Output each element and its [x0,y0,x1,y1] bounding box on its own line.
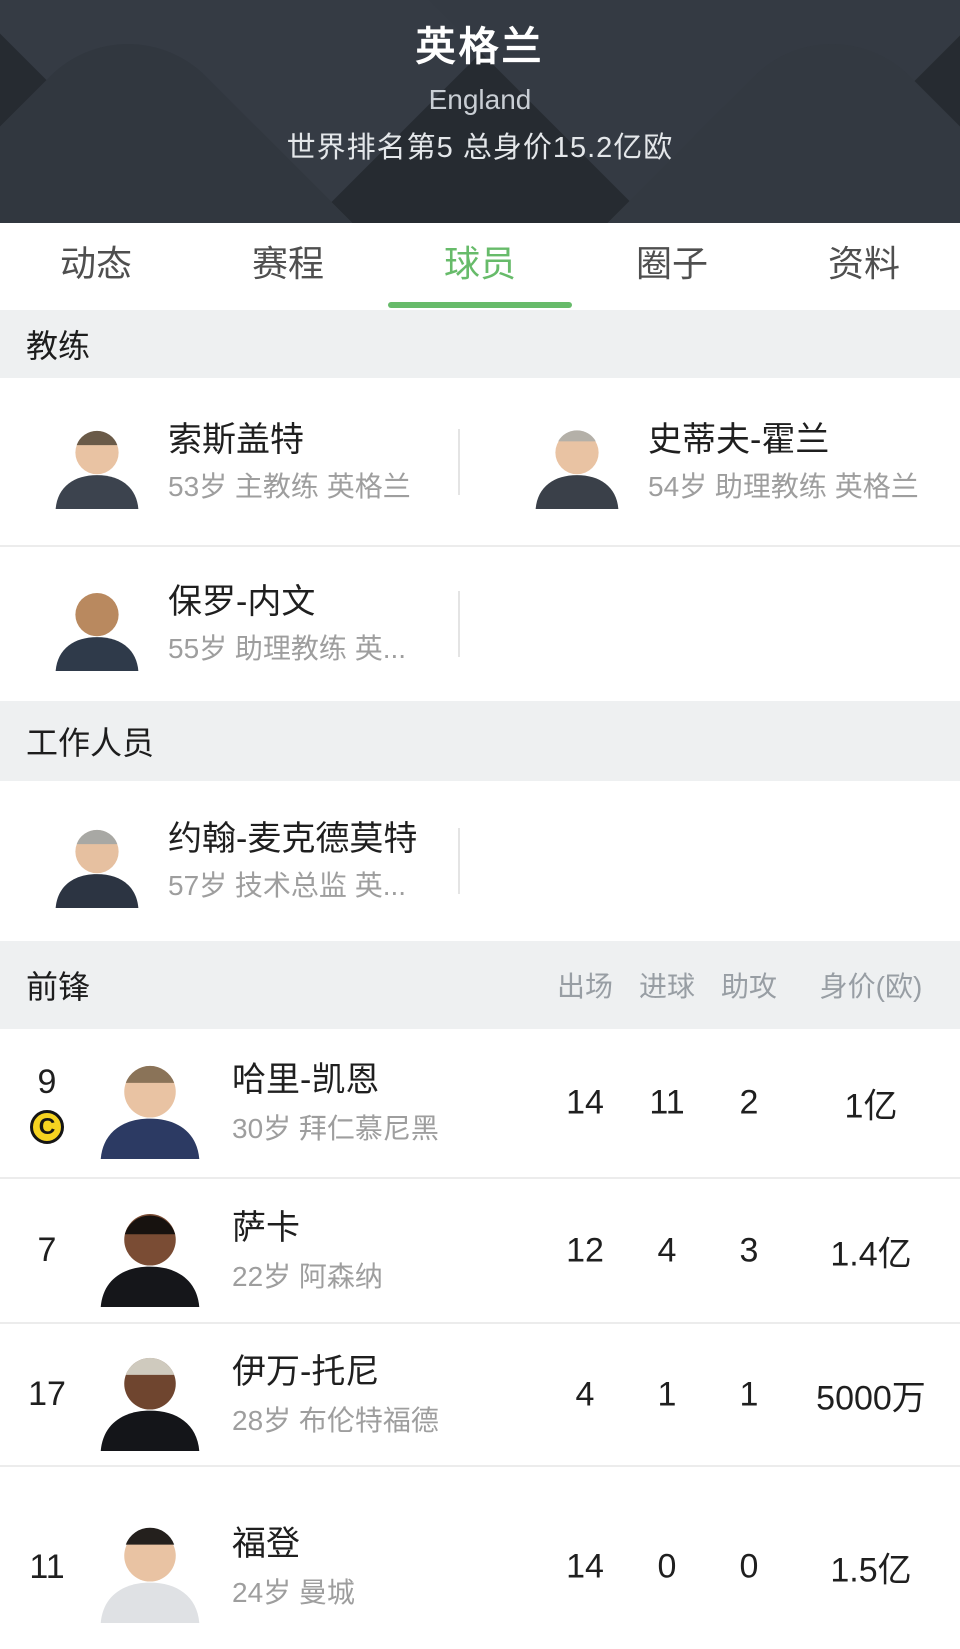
tab-schedule[interactable]: 赛程 [192,223,384,310]
coach-info: 53岁 主教练 英格兰 [168,470,411,502]
staff-card-mcdermott[interactable]: 约翰-麦克德莫特 57岁 技术总监 英... [0,781,480,941]
coach-info: 54岁 助理教练 英格兰 [648,470,919,502]
player-row-foden[interactable]: 11 福登 24岁 曼城 14 0 0 1.5亿 [0,1467,960,1649]
staff-info: 57岁 技术总监 英... [168,870,407,901]
tab-label: 球员 [443,242,516,284]
team-meta: 世界排名第5 总身价15.2亿欧 [286,132,674,164]
section-header-staff: 工作人员 [0,701,960,781]
stat-goals: 4 [657,1231,677,1269]
player-number-column: 11 [0,1548,94,1587]
team-title: 英格兰 [415,25,545,69]
column-appearances: 出场 [556,971,613,1002]
player-number: 9 [37,1062,57,1101]
coach-info: 55岁 助理教练 英... [168,633,407,664]
stat-goals: 0 [657,1547,677,1586]
player-avatar [94,1511,206,1623]
stat-value: 1.4亿 [830,1235,912,1273]
player-avatar [94,1339,206,1451]
section-title: 前锋 [26,969,91,1005]
player-info: 28岁 布伦特福德 [232,1404,439,1436]
stat-value: 1.5亿 [830,1551,912,1590]
stats-column-headers: 出场 进球 助攻 身价(欧) [544,965,952,1005]
tab-news[interactable]: 动态 [0,223,192,310]
player-row-kane[interactable]: 9 C 哈里-凯恩 30岁 拜仁慕尼黑 14 11 2 1亿 [0,1029,960,1179]
player-avatar [94,1195,206,1307]
column-goals: 进球 [638,971,695,1002]
active-tab-underline [388,302,572,308]
coach-avatar [530,415,624,509]
stat-assists: 2 [739,1083,759,1122]
player-name: 伊万-托尼 [232,1352,380,1391]
tab-community[interactable]: 圈子 [576,223,768,310]
stat-value: 1亿 [844,1087,898,1126]
stat-value: 5000万 [816,1379,926,1417]
coach-avatar [50,577,144,671]
player-number: 7 [37,1231,57,1269]
stat-assists: 3 [739,1231,759,1269]
team-subtitle: England [428,84,532,115]
staff-row: 约翰-麦克德莫特 57岁 技术总监 英... [0,781,960,941]
tab-bar: 动态 赛程 球员 圈子 资料 [0,223,960,310]
stat-assists: 0 [739,1547,759,1586]
player-number-column: 7 [0,1231,94,1270]
staff-name: 约翰-麦克德莫特 [168,820,418,858]
tab-players[interactable]: 球员 [384,223,576,310]
tab-label: 赛程 [251,242,324,284]
column-assists: 助攻 [720,971,777,1002]
stat-goals: 1 [657,1375,677,1413]
stat-appearances: 14 [566,1547,604,1586]
tab-label: 动态 [59,242,132,284]
cell-divider [458,428,460,495]
player-info: 30岁 拜仁慕尼黑 [232,1113,439,1144]
player-number: 11 [29,1547,65,1586]
tab-label: 圈子 [635,242,708,284]
coach-row: 索斯盖特 53岁 主教练 英格兰 史蒂夫-霍兰 54岁 助理教练 英格兰 [0,378,960,547]
coach-name: 史蒂夫-霍兰 [648,420,830,459]
player-stats: 12 4 3 1.4亿 [544,1226,952,1275]
stat-appearances: 14 [566,1083,604,1122]
cell-divider [458,591,460,657]
player-row-toney[interactable]: 17 伊万-托尼 28岁 布伦特福德 4 1 1 5000万 [0,1324,960,1467]
stat-goals: 11 [649,1083,685,1122]
player-avatar [94,1047,206,1159]
player-stats: 14 0 0 1.5亿 [544,1543,952,1592]
coach-row: 保罗-内文 55岁 助理教练 英... [0,547,960,701]
coach-card-holland[interactable]: 史蒂夫-霍兰 54岁 助理教练 英格兰 [480,378,960,545]
coach-name: 保罗-内文 [168,583,316,621]
tab-label: 资料 [827,242,900,284]
captain-badge-icon: C [30,1109,64,1144]
player-stats: 14 11 2 1亿 [544,1079,952,1128]
column-value: 身价(欧) [819,971,923,1002]
section-title: 工作人员 [26,725,155,761]
player-name: 萨卡 [232,1208,300,1247]
section-header-coaches: 教练 [0,310,960,378]
player-stats: 4 1 1 5000万 [544,1370,952,1419]
tab-info[interactable]: 资料 [768,223,960,310]
player-info: 24岁 曼城 [232,1577,355,1608]
coach-card-southgate[interactable]: 索斯盖特 53岁 主教练 英格兰 [0,378,480,545]
player-row-saka[interactable]: 7 萨卡 22岁 阿森纳 12 4 3 1.4亿 [0,1179,960,1324]
stat-assists: 1 [739,1375,759,1413]
coach-name: 索斯盖特 [168,420,304,459]
section-title: 教练 [26,328,91,364]
player-name: 哈里-凯恩 [232,1061,380,1099]
section-header-forwards: 前锋 出场 进球 助攻 身价(欧) [0,941,960,1029]
player-name: 福登 [232,1525,300,1563]
player-number: 17 [28,1375,66,1413]
staff-avatar [50,814,144,908]
team-header: 英格兰 England 世界排名第5 总身价15.2亿欧 [0,0,960,223]
player-number-column: 9 C [0,1063,94,1144]
coach-avatar [50,415,144,509]
coach-card-nevin[interactable]: 保罗-内文 55岁 助理教练 英... [0,547,480,701]
player-number-column: 17 [0,1375,94,1414]
player-info: 22岁 阿森纳 [232,1260,383,1292]
cell-divider [458,828,460,894]
stat-appearances: 12 [566,1231,604,1269]
stat-appearances: 4 [575,1375,595,1413]
